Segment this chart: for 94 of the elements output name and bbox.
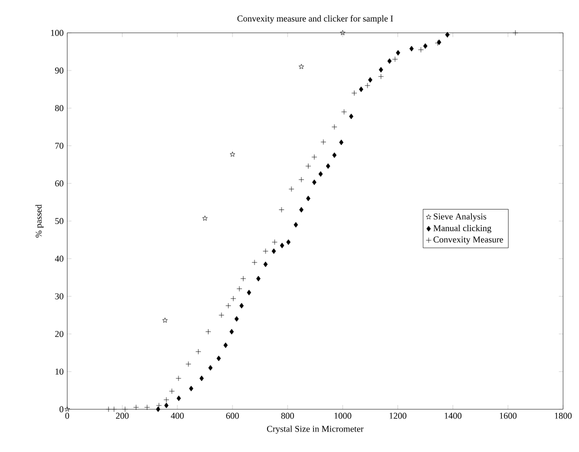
x-tick-label: 1200 — [390, 412, 406, 419]
point — [312, 154, 318, 160]
point — [298, 176, 304, 182]
point — [318, 171, 323, 177]
point — [218, 312, 224, 318]
point — [208, 365, 213, 371]
y-tick-label: 0 — [60, 406, 64, 412]
legend-label: Sieve Analysis — [434, 213, 486, 222]
point — [169, 388, 175, 394]
point — [378, 66, 384, 72]
point — [294, 222, 298, 228]
point — [230, 328, 234, 334]
point — [364, 82, 370, 88]
y-tick-label: 40 — [54, 256, 64, 262]
point — [286, 239, 291, 245]
point — [409, 46, 414, 52]
x-tick-label: 1000 — [334, 412, 352, 419]
legend-label: Manual clicking — [433, 224, 492, 233]
point — [280, 242, 284, 248]
point — [186, 361, 192, 367]
point — [332, 152, 337, 158]
y-tick-label: 10 — [56, 368, 64, 375]
y-tick-label: 90 — [55, 67, 64, 74]
point — [340, 30, 346, 36]
point — [252, 260, 258, 266]
point — [378, 74, 384, 80]
point — [239, 302, 244, 308]
point — [156, 402, 162, 408]
point — [341, 109, 347, 115]
y-axis-title: % passed — [35, 204, 44, 238]
point — [196, 348, 202, 354]
x-axis-title: Crystal Size in Micrometer — [267, 426, 364, 434]
point — [298, 64, 304, 69]
x-tick-label: 200 — [116, 412, 129, 419]
y-tick-label: 70 — [55, 142, 64, 149]
point — [230, 152, 236, 157]
x-tick-label: 600 — [226, 412, 239, 419]
point — [226, 302, 232, 308]
point — [230, 296, 236, 302]
point — [133, 404, 139, 410]
point — [339, 140, 344, 146]
point — [189, 386, 194, 392]
chart-title: Convexity measure and clicker for sample I — [237, 15, 393, 24]
point — [162, 318, 168, 323]
point — [236, 286, 242, 292]
point — [106, 406, 112, 412]
y-tick-label: 30 — [55, 293, 64, 300]
point — [392, 56, 398, 62]
point — [423, 43, 428, 49]
point — [176, 396, 181, 402]
point — [349, 114, 354, 120]
point — [64, 406, 70, 412]
point — [144, 404, 150, 410]
y-tick-label: 80 — [55, 105, 64, 112]
point — [512, 30, 518, 36]
point — [418, 46, 424, 53]
point — [288, 186, 294, 192]
point — [156, 406, 160, 412]
y-tick-label: 100 — [51, 30, 64, 36]
point — [326, 163, 330, 169]
point — [262, 248, 268, 254]
point — [122, 406, 128, 412]
point — [332, 124, 338, 130]
point — [387, 58, 392, 64]
point — [368, 77, 372, 83]
x-tick-label: 800 — [281, 412, 294, 419]
x-tick-label: 1600 — [500, 412, 517, 419]
point — [216, 356, 221, 362]
x-tick-label: 1800 — [554, 412, 572, 419]
point — [256, 276, 261, 282]
point — [272, 239, 278, 245]
point — [202, 216, 208, 221]
x-tick-label: 1400 — [444, 412, 462, 419]
y-tick-label: 50 — [55, 218, 64, 224]
x-tick-label: 0 — [65, 412, 70, 419]
point — [240, 276, 246, 282]
point — [223, 342, 228, 348]
point — [359, 86, 364, 92]
point — [164, 397, 170, 403]
point — [111, 406, 117, 412]
point — [234, 316, 239, 322]
point — [176, 376, 182, 382]
point — [306, 196, 310, 202]
y-tick-label: 20 — [55, 330, 64, 337]
point — [396, 50, 400, 56]
point — [272, 248, 276, 254]
point — [320, 139, 326, 145]
point — [263, 262, 268, 268]
point — [164, 402, 169, 408]
point — [246, 290, 252, 296]
legend-label: Convexity Measure — [434, 236, 504, 244]
y-tick-label: 60 — [55, 180, 64, 186]
x-tick-label: 400 — [170, 412, 184, 419]
point — [200, 376, 204, 382]
